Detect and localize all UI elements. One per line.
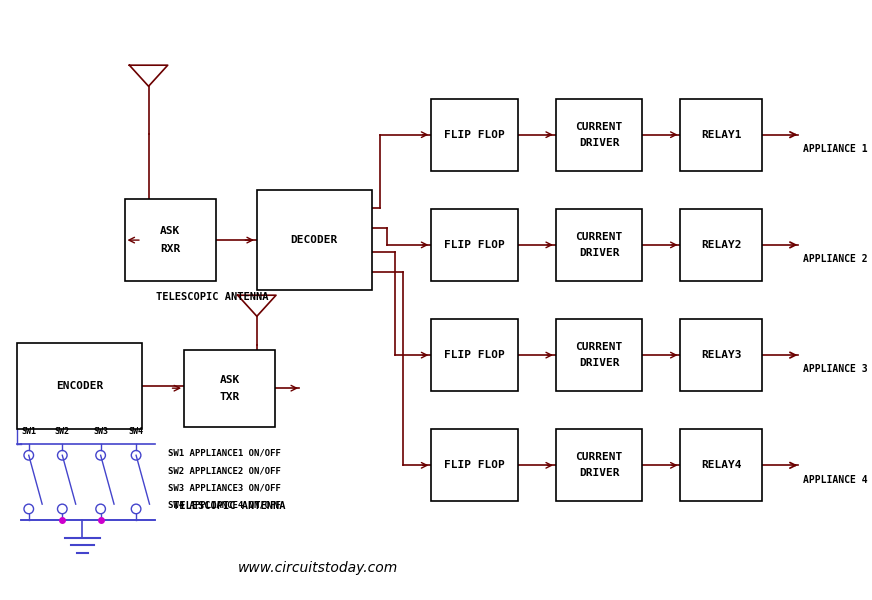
Text: SW1 APPLIANCE1 ON/OFF: SW1 APPLIANCE1 ON/OFF	[167, 449, 281, 458]
Bar	[432, 319, 518, 391]
Text: APPLIANCE 1: APPLIANCE 1	[803, 144, 868, 154]
Text: DRIVER: DRIVER	[579, 358, 619, 368]
Text: TELESCOPIC ANTENNA: TELESCOPIC ANTENNA	[156, 292, 269, 302]
Text: FLIP FLOP: FLIP FLOP	[444, 240, 505, 250]
Text: SW3: SW3	[93, 427, 108, 436]
Text: ASK: ASK	[220, 375, 240, 385]
Text: RELAY1: RELAY1	[701, 130, 741, 140]
Bar	[555, 430, 642, 501]
Text: TELESCOPIC ANTENNA: TELESCOPIC ANTENNA	[173, 501, 285, 511]
Bar	[257, 190, 371, 290]
Text: CURRENT: CURRENT	[576, 452, 623, 463]
Text: SW4: SW4	[128, 427, 144, 436]
Bar	[432, 209, 518, 281]
Text: DRIVER: DRIVER	[579, 248, 619, 258]
Bar	[555, 319, 642, 391]
Bar	[680, 319, 762, 391]
Text: SW2 APPLIANCE2 ON/OFF: SW2 APPLIANCE2 ON/OFF	[167, 466, 281, 475]
Bar	[17, 343, 142, 430]
Text: RXR: RXR	[160, 244, 181, 254]
Text: SW3 APPLIANCE3 ON/OFF: SW3 APPLIANCE3 ON/OFF	[167, 484, 281, 493]
Text: SW1: SW1	[21, 427, 37, 436]
Bar	[432, 99, 518, 170]
Bar	[680, 209, 762, 281]
Text: RELAY4: RELAY4	[701, 460, 741, 470]
Bar	[432, 430, 518, 501]
Text: FLIP FLOP: FLIP FLOP	[444, 130, 505, 140]
Text: RELAY3: RELAY3	[701, 350, 741, 360]
Text: FLIP FLOP: FLIP FLOP	[444, 460, 505, 470]
Text: CURRENT: CURRENT	[576, 232, 623, 242]
Polygon shape	[238, 295, 276, 316]
Bar	[680, 430, 762, 501]
Text: SW2: SW2	[55, 427, 70, 436]
Text: SW4 APPLIANCE4 ON/OFF: SW4 APPLIANCE4 ON/OFF	[167, 500, 281, 509]
Text: ENCODER: ENCODER	[56, 381, 103, 391]
Bar	[555, 99, 642, 170]
Text: TXR: TXR	[220, 392, 240, 401]
Bar	[125, 199, 215, 281]
Text: CURRENT: CURRENT	[576, 342, 623, 352]
Bar	[555, 209, 642, 281]
Text: www.circuitstoday.com: www.circuitstoday.com	[237, 562, 398, 575]
Bar	[680, 99, 762, 170]
Polygon shape	[129, 65, 167, 86]
Text: APPLIANCE 2: APPLIANCE 2	[803, 254, 868, 264]
Text: APPLIANCE 3: APPLIANCE 3	[803, 364, 868, 374]
Text: CURRENT: CURRENT	[576, 122, 623, 132]
Bar	[184, 350, 275, 427]
Text: FLIP FLOP: FLIP FLOP	[444, 350, 505, 360]
Text: DRIVER: DRIVER	[579, 468, 619, 478]
Text: APPLIANCE 4: APPLIANCE 4	[803, 475, 868, 485]
Text: DECODER: DECODER	[290, 235, 338, 245]
Text: ASK: ASK	[160, 226, 181, 236]
Text: DRIVER: DRIVER	[579, 137, 619, 148]
Text: RELAY2: RELAY2	[701, 240, 741, 250]
